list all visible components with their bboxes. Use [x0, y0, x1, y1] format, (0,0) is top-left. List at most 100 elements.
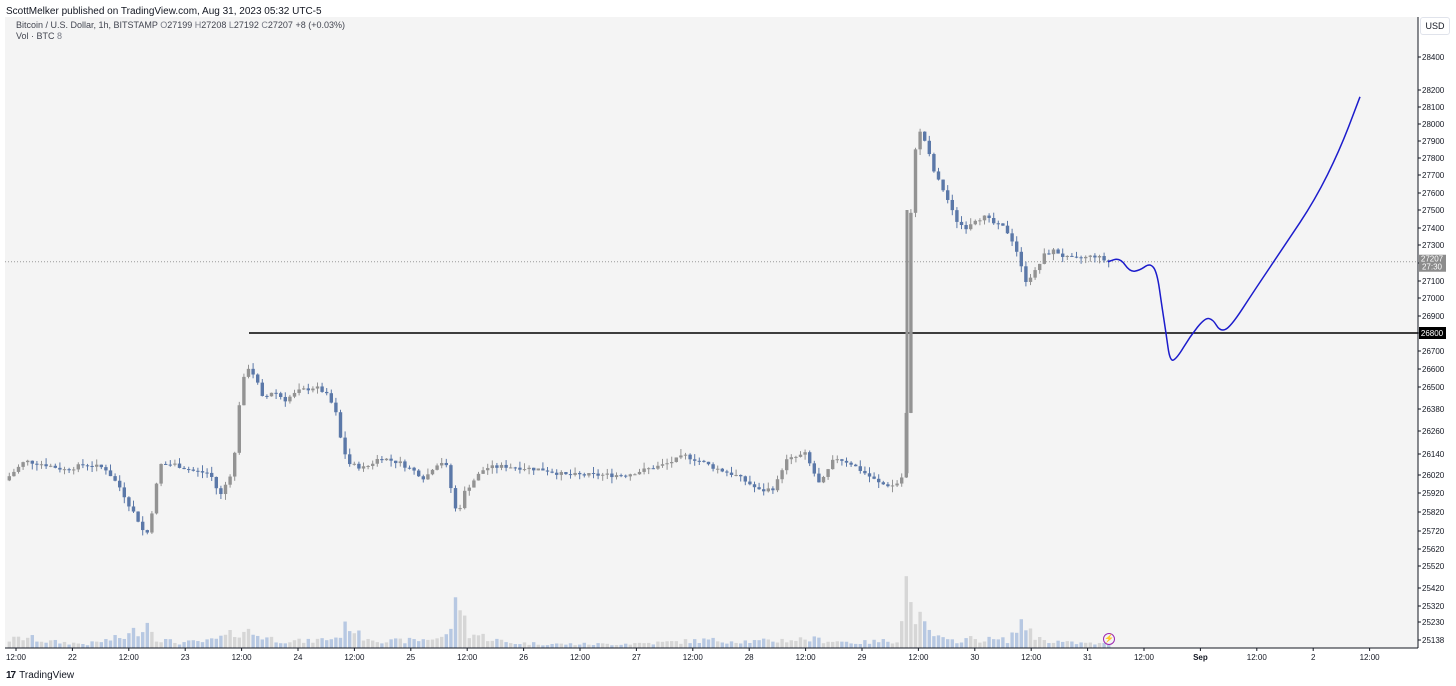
candle-body — [357, 463, 361, 469]
volume-bar — [527, 644, 531, 648]
time-axis: 12:00 22 12:00 23 12:00 24 12:00 25 12:00 26 12:00… — [5, 647, 1418, 662]
low-label: L — [228, 20, 234, 30]
volume-bar — [973, 639, 977, 648]
close-label: C — [261, 20, 268, 30]
currency-label[interactable]: USD — [1420, 17, 1450, 35]
volume-bar — [1093, 644, 1097, 648]
volume-bar — [343, 621, 347, 648]
volume-bar — [693, 639, 697, 648]
volume-bar — [141, 632, 145, 648]
volume-bar — [481, 633, 485, 648]
y-tick-label: 27700 — [1422, 171, 1445, 180]
volume-bar — [578, 644, 582, 648]
volume-bar — [118, 638, 122, 648]
candle-body — [775, 479, 780, 491]
volume-legend: Vol · BTC 8 — [16, 31, 62, 41]
candle-body — [527, 467, 531, 470]
volume-bar — [766, 639, 770, 648]
volume-bar — [996, 639, 1000, 648]
volume-bar — [918, 611, 922, 648]
volume-bar — [1015, 632, 1019, 648]
y-tick-label: 26380 — [1422, 405, 1445, 414]
volume-layer — [7, 576, 1111, 648]
candle-body — [131, 506, 136, 512]
candle-body — [619, 475, 623, 477]
volume-bar — [532, 642, 536, 648]
tradingview-logo-icon: 17 — [6, 670, 16, 681]
volume-bar — [775, 642, 780, 648]
y-tick-label: 26900 — [1422, 312, 1445, 321]
volume-bar — [854, 643, 858, 648]
volume-bar — [21, 640, 25, 648]
candle-body — [601, 474, 605, 476]
candle-body — [421, 476, 425, 480]
volume-bar — [463, 615, 467, 648]
candle-body — [108, 470, 113, 477]
candle-body — [159, 463, 163, 484]
volume-bar — [237, 637, 241, 648]
volume-bar — [1038, 637, 1042, 648]
candle-body — [1047, 253, 1051, 255]
candle-body — [550, 471, 554, 473]
candle-body — [486, 468, 490, 471]
publish-header: ScottMelker published on TradingView.com… — [6, 6, 322, 17]
volume-bar — [702, 638, 706, 648]
volume-bar — [131, 627, 136, 648]
candle-body — [302, 388, 306, 390]
candle-body — [1056, 249, 1060, 254]
candle-body — [279, 393, 283, 397]
candle-body — [886, 484, 890, 487]
chart-pane[interactable]: Bitcoin / U.S. Dollar, 1h, BITSTAMP O271… — [5, 17, 1418, 648]
volume-bar — [233, 637, 237, 648]
candle-body — [624, 475, 628, 477]
y-tick-label: 27000 — [1422, 294, 1445, 303]
volume-bar — [242, 631, 246, 648]
footer-brand-name: TradingView — [19, 670, 75, 681]
candle-body — [1088, 255, 1092, 257]
volume-bar — [803, 639, 807, 648]
volume-bar — [923, 621, 927, 648]
candle-body — [637, 471, 642, 475]
volume-bar — [591, 645, 596, 648]
volume-bar — [371, 640, 375, 648]
candle-body — [890, 485, 895, 487]
volume-bar — [679, 643, 683, 648]
volume-bar — [633, 643, 637, 648]
candle-body — [463, 490, 467, 509]
volume-bar — [1084, 642, 1088, 648]
chart-canvas[interactable] — [5, 17, 1418, 648]
volume-bar — [1019, 619, 1023, 648]
volume-bar — [1042, 640, 1046, 648]
projection-drawing[interactable] — [1107, 96, 1361, 361]
volume-label[interactable]: Vol · BTC — [16, 31, 55, 41]
candle-body — [752, 484, 757, 488]
volume-bar — [610, 645, 614, 648]
candle-body — [1051, 249, 1056, 255]
candle-body — [716, 468, 720, 470]
volume-bar — [302, 642, 306, 648]
candle-body — [412, 467, 416, 471]
lightning-icon[interactable]: ⚡ — [1103, 633, 1115, 645]
volume-bar — [389, 639, 393, 648]
candle-body — [697, 460, 701, 462]
candle-body — [559, 472, 563, 475]
volume-bar — [472, 634, 476, 648]
candle-body — [987, 215, 991, 218]
volume-bar — [320, 638, 324, 648]
volume-bar — [950, 639, 954, 648]
candle-body — [518, 467, 522, 470]
symbol-name[interactable]: Bitcoin / U.S. Dollar, 1h, BITSTAMP — [16, 20, 158, 30]
volume-bar — [559, 643, 563, 648]
y-tick-label: 27500 — [1422, 206, 1445, 215]
volume-bar — [573, 645, 577, 648]
candle-body — [311, 388, 315, 391]
volume-bar — [872, 639, 876, 648]
volume-bar — [7, 641, 11, 648]
candle-body — [936, 171, 941, 180]
volume-bar — [435, 638, 439, 648]
volume-bar — [762, 638, 766, 648]
close-value: 27207 — [267, 20, 293, 30]
y-tick-label: 25520 — [1422, 562, 1445, 571]
candle-body — [426, 474, 430, 480]
candle-body — [950, 199, 954, 211]
